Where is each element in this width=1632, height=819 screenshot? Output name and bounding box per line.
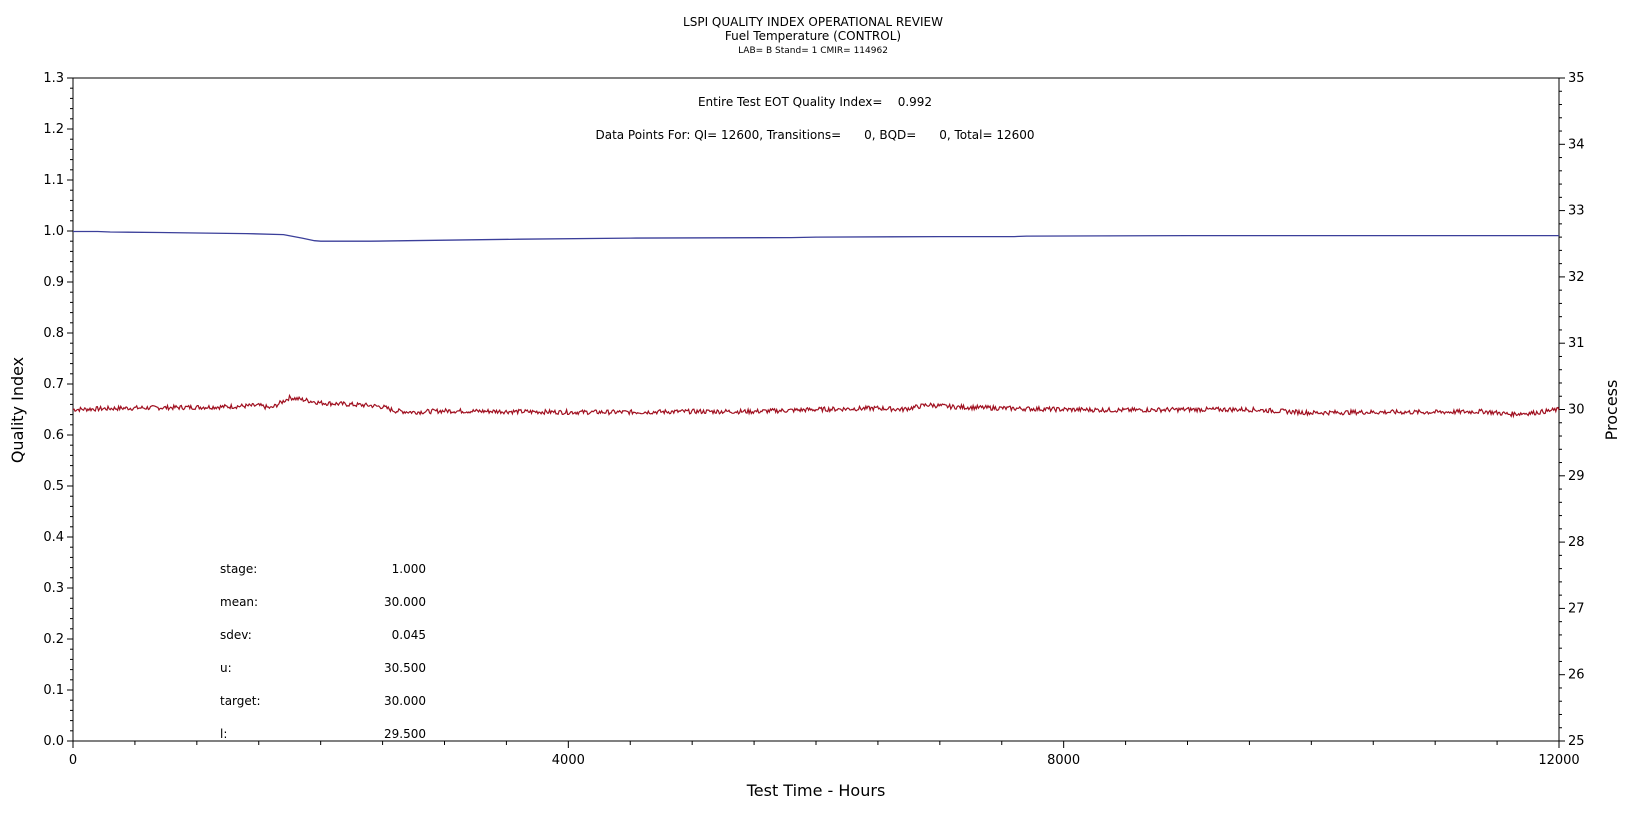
stat-label: u:: [220, 661, 232, 675]
series-line-quality-index: [73, 230, 1559, 242]
left-tick-label: 0.4: [43, 530, 64, 545]
annotation-data-points: Data Points For: QI= 12600, Transitions=…: [595, 128, 1034, 142]
right-tick-label: 26: [1568, 668, 1585, 683]
stat-value: 30.000: [384, 595, 426, 609]
x-tick-label: 8000: [1047, 753, 1080, 768]
right-tick-label: 33: [1568, 204, 1585, 219]
x-axis-label: Test Time - Hours: [746, 781, 886, 800]
left-tick-label: 0.9: [43, 275, 64, 290]
left-axis: 0.0 0.1 0.2 0.3 0.4 0.5 0.6 0.7 0.8 0.9 1.0 1.1 1.2 1…: [43, 71, 73, 749]
left-tick-label: 0.2: [43, 632, 64, 647]
y-axis-right-label: Process: [1602, 380, 1621, 441]
stats-box: stage: 1.000 mean: 30.000 sdev: 0.045 u: 30.500…: [220, 562, 426, 741]
right-axis: 25 26 27 28 29 30 31 32 33 34 35: [1559, 71, 1585, 749]
stat-value: 29.500: [384, 727, 426, 741]
chart-title: LSPI QUALITY INDEX OPERATIONAL REVIEW: [683, 15, 943, 29]
right-tick-label: 35: [1568, 71, 1585, 86]
right-tick-label: 30: [1568, 403, 1585, 418]
left-tick-label: 0.0: [43, 734, 64, 749]
series-layer: [72, 230, 1560, 419]
left-tick-label: 1.2: [43, 122, 64, 137]
x-axis: 0 4000 8000 12000: [69, 741, 1580, 768]
annotation-quality-index: Entire Test EOT Quality Index= 0.992: [698, 95, 932, 109]
y-axis-left-label: Quality Index: [8, 357, 27, 463]
right-tick-label: 27: [1568, 601, 1585, 616]
x-tick-label: 0: [69, 753, 77, 768]
stat-value: 1.000: [392, 562, 426, 576]
right-tick-label: 28: [1568, 535, 1585, 550]
right-tick-label: 29: [1568, 469, 1585, 484]
left-tick-label: 1.3: [43, 71, 64, 86]
left-tick-label: 0.5: [43, 479, 64, 494]
left-tick-label: 0.7: [43, 377, 64, 392]
stat-label: l:: [220, 727, 227, 741]
left-tick-label: 0.8: [43, 326, 64, 341]
chart-subtitle: Fuel Temperature (CONTROL): [725, 29, 901, 43]
stat-label: sdev:: [220, 628, 252, 642]
right-tick-label: 32: [1568, 270, 1585, 285]
right-tick-label: 34: [1568, 137, 1585, 152]
stat-label: mean:: [220, 595, 258, 609]
stat-label: target:: [220, 694, 261, 708]
left-tick-label: 0.6: [43, 428, 64, 443]
stat-value: 0.045: [392, 628, 426, 642]
stat-value: 30.500: [384, 661, 426, 675]
left-tick-label: 1.1: [43, 173, 64, 188]
x-tick-label: 12000: [1538, 753, 1579, 768]
right-tick-label: 25: [1568, 734, 1585, 749]
chart-subtitle-lab: LAB= B Stand= 1 CMIR= 114962: [738, 46, 888, 56]
left-tick-label: 0.1: [43, 683, 64, 698]
stat-label: stage:: [220, 562, 257, 576]
stat-value: 30.000: [384, 694, 426, 708]
left-tick-label: 0.3: [43, 581, 64, 596]
right-tick-label: 31: [1568, 336, 1585, 351]
left-tick-label: 1.0: [43, 224, 64, 239]
x-tick-label: 4000: [552, 753, 585, 768]
series-line-process: [72, 393, 1560, 419]
